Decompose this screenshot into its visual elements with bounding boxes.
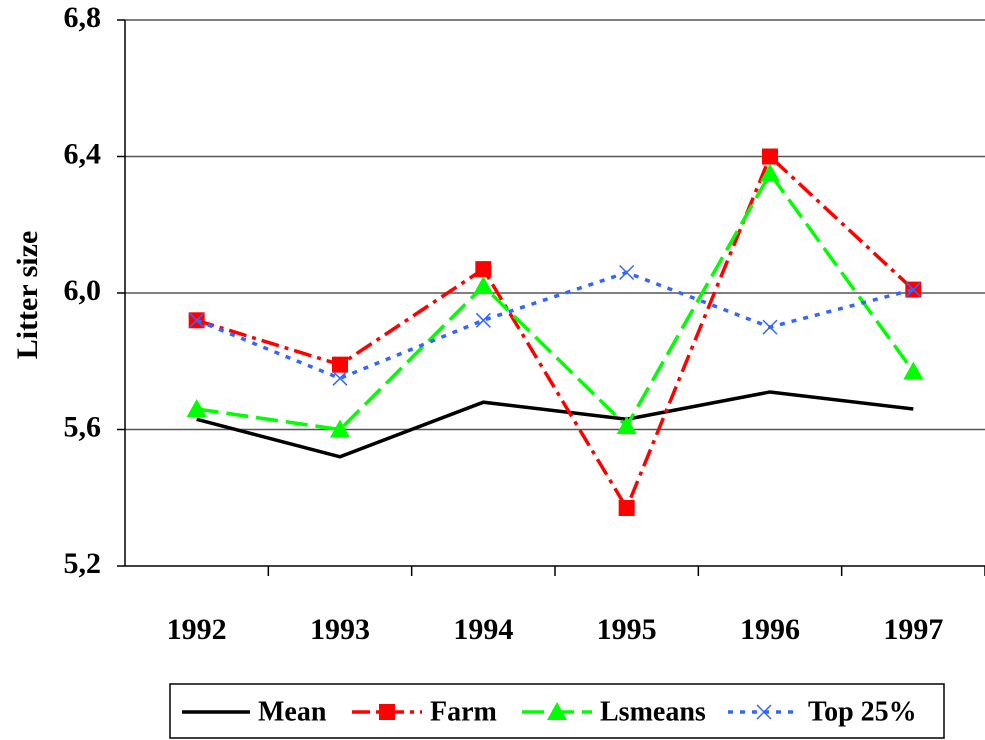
legend-label: Farm [430,696,497,727]
legend-marker [547,702,567,720]
series-line [196,153,915,512]
y-axis-label: Litter size [11,231,44,360]
x-tick-label: 1996 [740,613,800,646]
x-tick-label: 1997 [883,613,943,646]
marker [186,399,207,418]
x-tick-label: 1994 [453,613,513,646]
marker [618,499,635,516]
marker [332,370,348,386]
series-line [196,390,914,459]
marker [905,282,921,298]
series-line [196,170,915,432]
marker [332,356,348,373]
marker [189,312,205,328]
marker [475,312,491,328]
y-tick-label: 6,0 [64,274,102,307]
marker [616,416,637,435]
legend-label: Lsmeans [600,696,706,727]
x-tick-label: 1993 [310,613,370,646]
marker [473,276,494,295]
marker [760,163,780,182]
x-tick-label: 1992 [167,613,227,646]
y-tick-label: 5,2 [64,547,102,580]
marker [903,361,924,380]
marker [330,419,350,438]
marker [762,148,778,165]
marker [475,261,492,278]
legend-marker [379,704,395,720]
series-line [196,270,914,381]
legend-label: Mean [258,696,327,727]
marker [762,319,778,335]
legend-label: Top 25% [808,696,917,727]
y-tick-label: 6,4 [64,137,102,170]
y-tick-label: 5,6 [64,410,102,443]
marker [619,264,635,281]
x-tick-label: 1995 [597,613,657,646]
y-tick-label: 6,8 [64,1,102,34]
legend-marker [756,704,772,720]
